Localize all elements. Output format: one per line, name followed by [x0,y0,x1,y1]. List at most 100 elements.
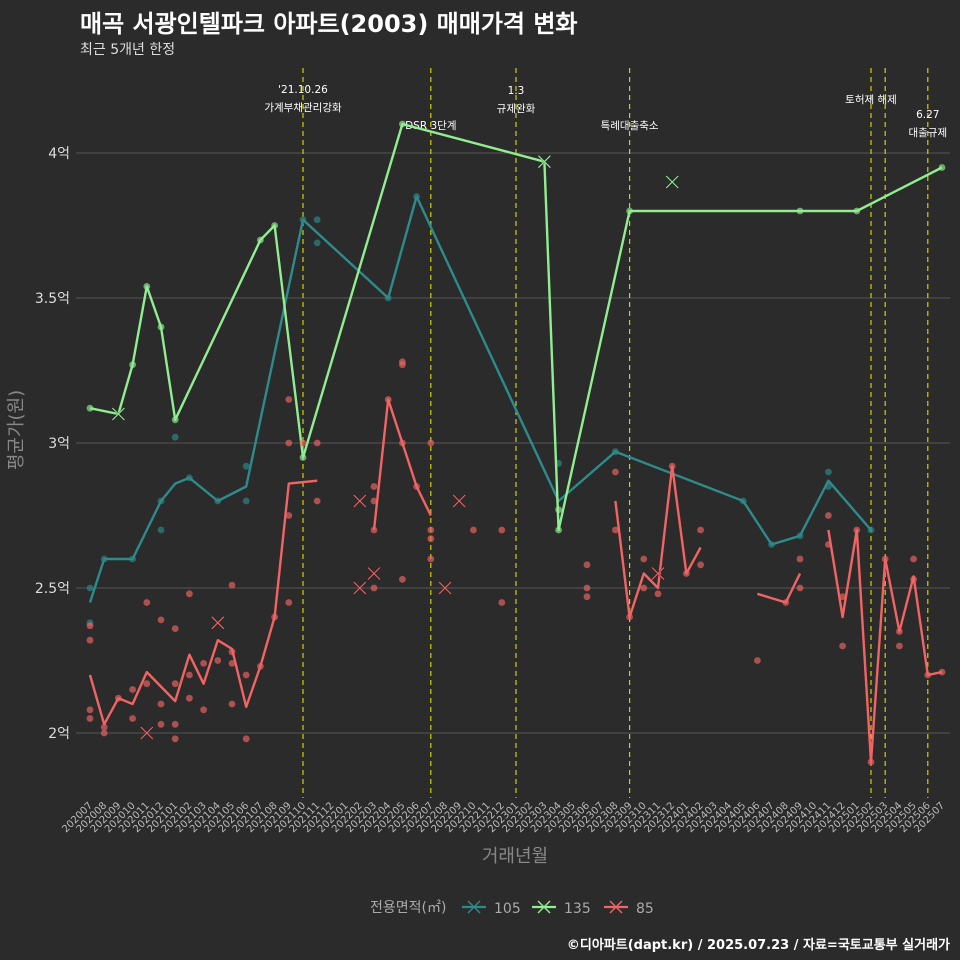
series-85-point [612,526,619,534]
legend-key-cross [467,900,481,914]
series-135-point [299,454,307,461]
series-85-cross-marker [452,494,466,508]
series-85-point [228,581,236,589]
series-85-point [271,613,278,621]
series-105-point [825,483,832,490]
series-135-point [938,164,946,171]
y-tick-label: 3억 [48,436,70,452]
cross-stroke [651,567,665,580]
event-annotation: 토허제 해제 [845,93,897,106]
series-85-point [399,575,406,583]
series-135-point [271,222,278,229]
cross-stroke [438,581,452,595]
event-annotation: 대출규제 [908,127,947,139]
series-105-point [86,584,94,592]
event-annotation: 1.3 [508,85,525,97]
series-135-line [89,122,943,532]
series-105-point [825,468,832,476]
series-85-point [313,497,321,505]
series-85-point [683,570,690,577]
series-85-point [640,555,648,563]
series-85-cross-marker [353,494,367,508]
series-85-point [285,396,293,403]
series-85-point [839,593,846,601]
series-85-point [583,593,591,601]
event-annotation: 규제완화 [497,102,536,115]
series-85-line [88,479,318,726]
series-105-point [157,526,165,534]
series-85-point [313,439,321,447]
series-85-point [796,584,804,592]
series-85-point [825,541,832,548]
series-85-cross-marker [140,726,154,740]
series-85-cross-marker [367,566,381,581]
series-85-point [299,439,307,447]
series-105-point [796,532,804,540]
series-85-point [384,396,392,403]
series-85-point [186,590,193,598]
series-85-cross-marker [651,566,665,581]
series-85-line [372,398,432,531]
series-85-point [157,700,165,708]
series-105-point [768,541,775,548]
series-85-point [640,584,648,592]
legend-item-85: 85 [604,900,654,917]
series-85-point [427,535,435,543]
cross-stroke [452,494,466,508]
series-85-point [143,680,151,688]
event-annotation: 가계부채관리강화 [264,102,342,114]
series-85-point [626,613,633,621]
series-135-cross-marker [537,155,551,169]
series-85-point [129,686,137,693]
series-135-point [555,506,562,514]
series-85-point [86,706,94,714]
series-85-point [370,526,378,534]
series-105-line [88,195,872,603]
series-85-point [143,599,151,606]
series-85-point [498,526,506,534]
cross-stroke [353,494,367,508]
series-85-point [370,584,378,592]
series-85-point [285,439,293,447]
y-tick-label: 2억 [48,726,70,742]
series-85-point [228,648,236,656]
series-105-point [129,555,137,563]
series-105-point [157,497,165,505]
series-85-point [427,526,435,534]
series-85-cross-marker [211,616,225,630]
series-85-point [257,662,264,670]
series-135-point [129,361,137,369]
series-135-point [171,416,179,424]
series-85-point [200,660,208,667]
series-85-point [157,720,165,728]
series-105-point [413,193,420,200]
series-85-point [668,462,676,470]
series-105-point [299,216,307,224]
series-85-point [186,694,193,702]
series-85-point [896,642,903,650]
legend: 전용면적(㎡) 105 135 85 [370,900,654,917]
series-85-point [782,599,790,606]
series-105-point [612,448,619,456]
cross-stroke [353,581,367,595]
series-85-point [200,706,208,714]
cross-stroke [111,407,125,421]
series-85-point [157,616,165,624]
series-85-point [924,671,932,679]
y-axis-title: 평균가(원) [6,390,27,470]
series-135-cross-marker [111,407,125,421]
series-85-point [839,642,846,650]
series-85-point [583,561,591,569]
series-135-point [399,120,406,128]
series-85-point [399,361,406,369]
legend-title: 전용면적(㎡) [370,900,446,916]
chart-subtitle: 최근 5개년 한정 [80,42,176,58]
cross-stroke [140,726,154,740]
series-85-point [427,439,435,447]
series-85-point [654,590,662,598]
series-85-point [186,671,193,679]
series-135-point [143,283,151,290]
series-105-point [384,294,392,302]
series-85-point [242,735,250,743]
series-85-point [470,526,477,534]
